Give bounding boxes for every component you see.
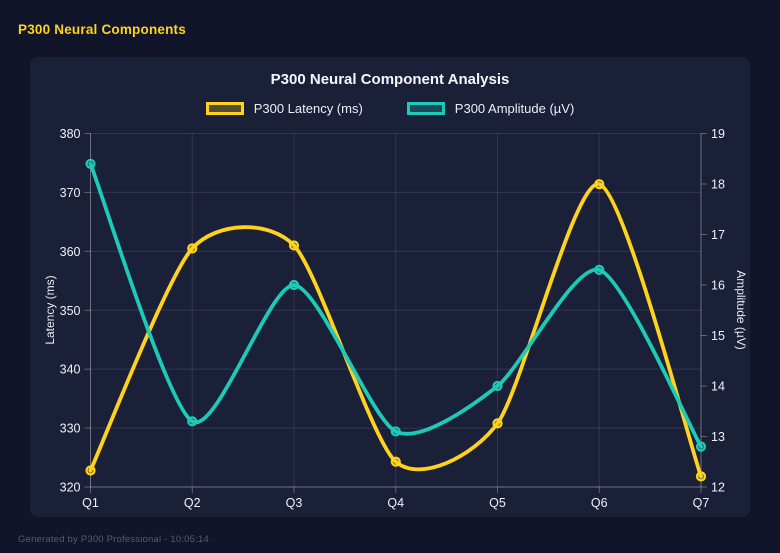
point-p300-latency-ms-q6[interactable]: [594, 179, 605, 190]
tick-label-right-16: 16: [711, 279, 725, 293]
tick-label-x-q3: Q3: [286, 496, 303, 510]
tick-label-left-360: 360: [60, 245, 81, 259]
point-p300-amplitude-v-q4[interactable]: [390, 426, 401, 437]
tick-label-x-q2: Q2: [184, 496, 201, 510]
tick-label-left-380: 380: [60, 127, 81, 141]
tick-label-right-19: 19: [711, 127, 725, 141]
footer-status-text: Generated by P300 Professional - 10:05:1…: [18, 534, 209, 545]
tick-label-x-q5: Q5: [489, 496, 506, 510]
tick-label-right-13: 13: [711, 430, 725, 444]
point-p300-amplitude-v-q5[interactable]: [492, 380, 503, 392]
point-p300-latency-ms-q2[interactable]: [187, 243, 198, 254]
chart-legend: P300 Latency (ms) P300 Amplitude (µV): [0, 101, 780, 116]
series-line-p300-amplitude-v: [88, 161, 703, 449]
legend-item-latency[interactable]: P300 Latency (ms): [205, 101, 363, 116]
chart-panel: [30, 57, 750, 517]
amplitude-legend-swatch-icon: [406, 102, 445, 115]
point-p300-latency-ms-q1[interactable]: [85, 465, 96, 476]
tick-label-right-15: 15: [711, 329, 725, 343]
tick-label-x-q4: Q4: [387, 496, 404, 510]
point-p300-amplitude-v-q7[interactable]: [695, 441, 707, 452]
tick-label-left-330: 330: [60, 422, 81, 436]
point-p300-latency-ms-q4[interactable]: [390, 456, 401, 467]
point-p300-amplitude-v-q6[interactable]: [594, 264, 605, 275]
tick-label-right-18: 18: [711, 178, 725, 192]
chart-title: P300 Neural Component Analysis: [270, 71, 510, 88]
legend-label-amplitude: P300 Amplitude (µV): [454, 101, 575, 116]
page-title: P300 Neural Components: [18, 22, 186, 37]
tick-label-left-350: 350: [60, 304, 81, 318]
tick-label-right-17: 17: [711, 228, 725, 242]
tick-label-left-340: 340: [60, 363, 81, 377]
point-p300-latency-ms-q5[interactable]: [492, 418, 503, 429]
tick-label-right-12: 12: [711, 481, 725, 495]
point-p300-amplitude-v-q2[interactable]: [187, 416, 198, 427]
tick-label-left-370: 370: [60, 186, 81, 200]
latency-legend-swatch-icon: [205, 102, 244, 115]
tick-label-x-q1: Q1: [82, 496, 99, 510]
legend-label-latency: P300 Latency (ms): [253, 101, 363, 116]
tick-label-x-q6: Q6: [591, 496, 608, 510]
tick-label-right-14: 14: [711, 380, 725, 394]
point-p300-latency-ms-q3[interactable]: [288, 240, 300, 251]
tick-label-x-q7: Q7: [693, 496, 710, 510]
point-p300-amplitude-v-q3[interactable]: [288, 279, 300, 291]
point-p300-latency-ms-q7[interactable]: [695, 471, 707, 482]
point-p300-amplitude-v-q1[interactable]: [85, 158, 96, 169]
tick-label-left-320: 320: [60, 481, 81, 495]
legend-item-amplitude[interactable]: P300 Amplitude (µV): [406, 101, 575, 116]
